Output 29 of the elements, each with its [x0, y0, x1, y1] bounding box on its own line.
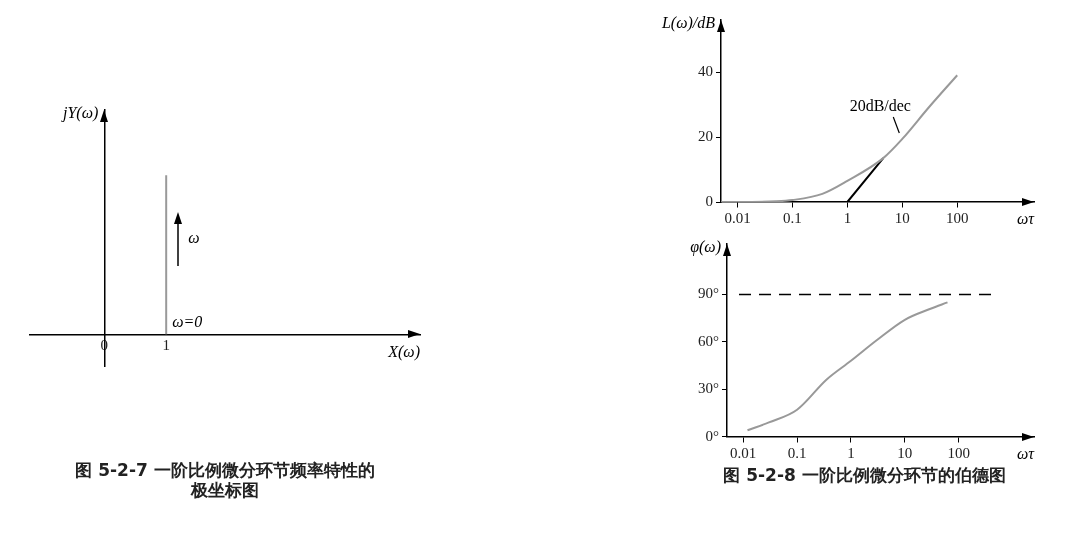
x-axis-title: ωτ: [1016, 210, 1036, 228]
x-axis-title: ωτ: [1016, 444, 1036, 462]
text: 图 5-2-7 一阶比例微分环节频率特性的极坐标图: [75, 459, 375, 501]
y-tick-label: 0: [705, 192, 713, 209]
annotation: ω=0: [172, 312, 203, 330]
y-tick-label: 40: [698, 62, 713, 79]
x-tick-label: 10: [894, 209, 910, 226]
y-tick-label: 30°: [698, 380, 719, 397]
x-tick-label: 1: [847, 444, 855, 461]
x-tick-label: 0.01: [724, 209, 751, 226]
text: 图 5-2-8 一阶比例微分环节的伯德图: [723, 465, 1006, 486]
x-tick-label: 100: [947, 444, 970, 461]
x-tick-label: 0.1: [783, 209, 802, 226]
x-tick-label: 1: [162, 337, 170, 354]
x-tick-label: 0.01: [730, 444, 757, 461]
annotation: 20dB/dec: [849, 97, 911, 115]
annotation: ω: [188, 229, 200, 247]
x-tick-label: 0.1: [787, 444, 807, 461]
x-tick-label: 1: [843, 209, 852, 226]
y-tick-label: 90°: [698, 285, 719, 302]
y-tick-label: 60°: [698, 332, 719, 349]
x-tick-label: 10: [897, 444, 913, 461]
x-axis-title: X(ω): [387, 342, 420, 361]
x-tick-label: 100: [945, 209, 969, 226]
y-tick-label: 0°: [705, 427, 719, 444]
y-axis-title: φ(ω): [690, 238, 721, 257]
y-axis-title: L(ω)/dB: [660, 14, 716, 33]
y-tick-label: 20: [698, 127, 713, 144]
y-axis-title: jY(ω): [60, 104, 99, 123]
